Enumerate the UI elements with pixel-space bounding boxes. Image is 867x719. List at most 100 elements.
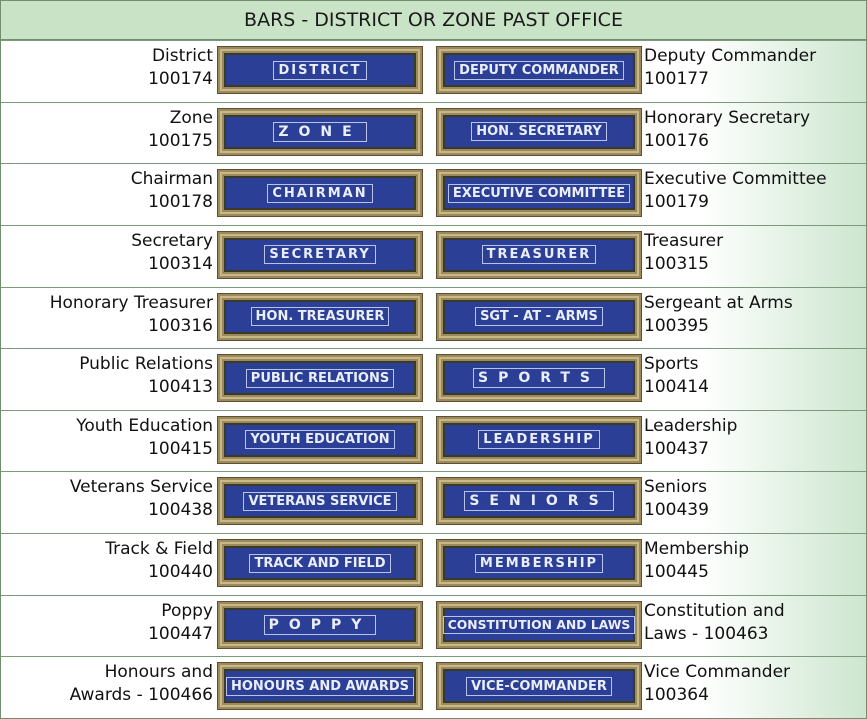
- right-code: 100395: [644, 315, 709, 336]
- ribbon-bar: HONOURS AND AWARDS: [218, 663, 422, 710]
- ribbon-bar: TRACK AND FIELD: [218, 540, 422, 587]
- bar-text: POPPY: [263, 614, 377, 635]
- right-code: 100414: [644, 377, 709, 398]
- ribbon-bar: ZONE: [218, 108, 422, 155]
- ribbon-bar: SGT - AT - ARMS: [437, 293, 641, 340]
- bar-text: HONOURS AND AWARDS: [225, 676, 415, 696]
- left-label: Honorary Treasurer 100316: [50, 292, 213, 338]
- right-label: Leadership 100437: [644, 415, 737, 461]
- table-row: Zone 100175 Honorary Secretary 100176 ZONE HO…: [1, 101, 866, 164]
- ribbon-bar: VETERANS SERVICE: [218, 478, 422, 525]
- bar-text: HON. SECRETARY: [471, 122, 607, 142]
- bar-text: ZONE: [273, 121, 367, 142]
- right-name: Sergeant at Arms: [644, 292, 793, 313]
- ribbon-bar: MEMBERSHIP: [437, 540, 641, 587]
- right-label: Honorary Secretary 100176: [644, 107, 810, 153]
- left-code: 100178: [148, 192, 213, 213]
- ribbon-bar: PUBLIC RELATIONS: [218, 355, 422, 402]
- ribbon-bar: CHAIRMAN: [218, 170, 422, 217]
- left-code: 100415: [148, 438, 213, 459]
- right-label: Executive Committee 100179: [644, 168, 827, 214]
- left-name: Chairman: [130, 169, 213, 190]
- table-row: Track & Field 100440 Membership 100445 TRACK…: [1, 533, 866, 595]
- table-row: Public Relations 100413 Sports 100414 PUBLIC…: [1, 348, 866, 410]
- right-name: Membership: [644, 539, 750, 560]
- header-title: BARS - DISTRICT OR ZONE PAST OFFICE: [1, 1, 866, 40]
- left-label: Public Relations 100413: [79, 353, 213, 399]
- right-label: Constitution and Laws - 100463: [644, 600, 785, 646]
- right-name: Treasurer: [644, 230, 724, 251]
- ribbon-bar: SECRETARY: [218, 231, 422, 278]
- right-code: 100364: [644, 685, 709, 706]
- bar-text: SGT - AT - ARMS: [475, 307, 603, 327]
- bar-text: SENIORS: [464, 491, 614, 512]
- table-row: District 100174 Deputy Commander 100177 DIST…: [1, 40, 866, 102]
- left-name: Poppy: [161, 600, 213, 621]
- right-code: 100179: [644, 192, 709, 213]
- right-code: 100439: [644, 500, 709, 521]
- left-code: 100174: [148, 69, 213, 89]
- bar-text: TRACK AND FIELD: [249, 553, 391, 573]
- right-name: Executive Committee: [644, 169, 827, 190]
- ribbon-bar: VICE-COMMANDER: [437, 663, 641, 710]
- right-code: Laws - 100463: [644, 623, 769, 644]
- bar-text: TREASURER: [481, 245, 597, 265]
- left-label: District 100174: [148, 45, 213, 91]
- left-label: Secretary 100314: [131, 230, 213, 276]
- left-code: Awards - 100466: [69, 685, 213, 706]
- right-name: Vice Commander: [644, 662, 791, 683]
- ribbon-bar: LEADERSHIP: [437, 416, 641, 463]
- table-row: Youth Education 100415 Leadership 100437 YOU…: [1, 409, 866, 472]
- bar-text: LEADERSHIP: [478, 430, 600, 450]
- right-code: 100177: [644, 69, 709, 89]
- bar-text: VICE-COMMANDER: [466, 676, 612, 696]
- right-label: Seniors 100439: [644, 476, 709, 522]
- left-name: Honours and: [104, 662, 213, 683]
- ribbon-bar: SPORTS: [437, 355, 641, 402]
- left-label: Youth Education 100415: [76, 415, 213, 461]
- bar-text: YOUTH EDUCATION: [245, 430, 395, 450]
- ribbon-bar: HON. SECRETARY: [437, 108, 641, 155]
- left-name: Public Relations: [79, 354, 213, 375]
- bar-text: HON. TREASURER: [250, 307, 390, 327]
- left-name: Youth Education: [76, 415, 213, 436]
- left-label: Track & Field 100440: [105, 538, 213, 584]
- left-code: 100440: [148, 562, 213, 583]
- right-code: 100437: [644, 438, 709, 459]
- table-row: Chairman 100178 Executive Committee 100179 C…: [1, 163, 866, 225]
- left-name: Veterans Service: [69, 477, 213, 498]
- left-label: Honours and Awards - 100466: [70, 661, 213, 707]
- left-code: 100413: [148, 377, 213, 398]
- bar-text: PUBLIC RELATIONS: [245, 368, 395, 388]
- left-name: Secretary: [131, 230, 213, 251]
- bar-text: CHAIRMAN: [267, 183, 373, 203]
- left-label: Veterans Service 100438: [70, 476, 213, 522]
- bar-text: DEPUTY COMMANDER: [454, 60, 624, 80]
- bar-text: MEMBERSHIP: [474, 553, 604, 573]
- bar-text: SPORTS: [472, 368, 606, 389]
- left-code: 100314: [148, 253, 213, 274]
- bar-text: DISTRICT: [273, 60, 367, 80]
- right-label: Vice Commander 100364: [644, 661, 790, 707]
- right-name: Deputy Commander: [644, 46, 817, 66]
- table-row: Honorary Treasurer 100316 Sergeant at Arms…: [1, 286, 866, 349]
- ribbon-bar: DEPUTY COMMANDER: [437, 47, 641, 93]
- right-label: Sergeant at Arms 100395: [644, 292, 793, 338]
- left-code: 100316: [148, 315, 213, 336]
- left-name: Track & Field: [105, 539, 213, 560]
- left-label: Poppy 100447: [148, 600, 213, 646]
- bar-text: SECRETARY: [264, 245, 376, 265]
- right-label: Treasurer 100315: [644, 230, 723, 276]
- ribbon-bar: EXECUTIVE COMMITTEE: [437, 170, 641, 217]
- right-label: Sports 100414: [644, 353, 709, 399]
- bar-text: CONSTITUTION AND LAWS: [442, 615, 636, 634]
- table-row: Poppy 100447 Constitution and Laws - 100463…: [1, 594, 866, 657]
- ribbon-bar: POPPY: [218, 601, 422, 648]
- table-row: Veterans Service 100438 Seniors 100439 VETER…: [1, 471, 866, 534]
- bar-text: VETERANS SERVICE: [243, 491, 397, 511]
- right-name: Sports: [644, 354, 699, 375]
- ribbon-bar: DISTRICT: [218, 47, 422, 93]
- right-label: Deputy Commander 100177: [644, 45, 816, 91]
- right-name: Seniors: [644, 477, 707, 498]
